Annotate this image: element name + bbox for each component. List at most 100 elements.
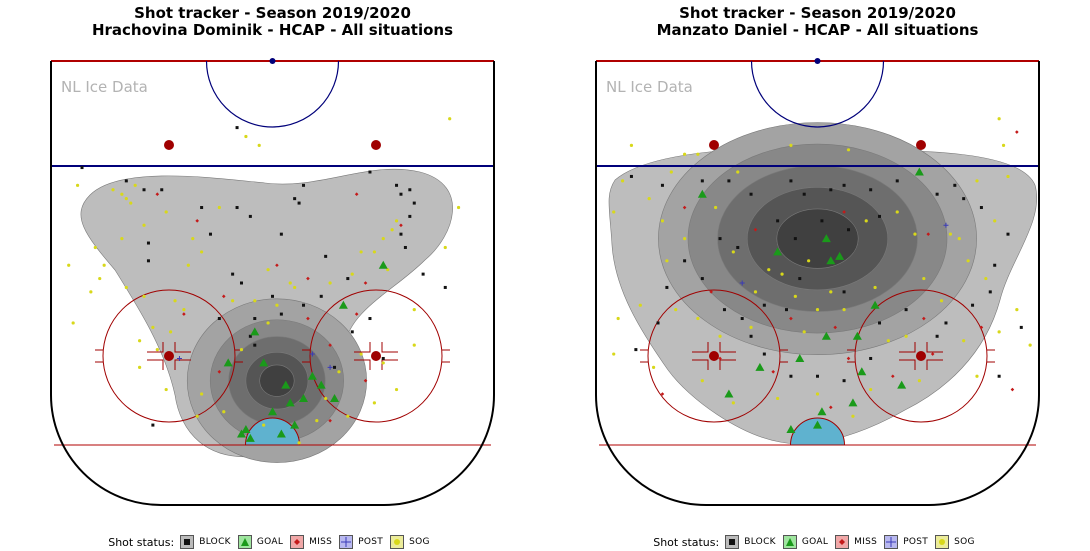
goal-marker-icon — [237, 535, 252, 549]
sog-marker — [917, 379, 921, 383]
sog-marker — [638, 303, 642, 307]
legend-label: BLOCK — [744, 537, 776, 547]
miss-marker — [771, 370, 775, 374]
miss-marker — [891, 374, 895, 379]
block-marker — [235, 206, 239, 210]
block-marker — [200, 206, 204, 210]
block-marker — [399, 232, 403, 236]
block-marker — [1019, 325, 1023, 329]
sog-marker — [412, 308, 416, 312]
block-marker — [749, 334, 753, 338]
block-marker — [997, 374, 1001, 378]
sog-marker-icon — [935, 535, 950, 549]
block-marker — [789, 374, 793, 378]
block-marker — [408, 188, 412, 192]
hash-marks — [847, 342, 995, 370]
sog-marker — [696, 152, 700, 156]
sog-marker — [1015, 308, 1019, 312]
miss-marker-icon — [835, 535, 850, 549]
goal-marker — [817, 407, 827, 416]
faceoff-dot — [164, 351, 174, 361]
miss-marker — [753, 227, 758, 232]
sog-marker — [394, 387, 399, 392]
block-marker — [297, 201, 301, 205]
sog-marker — [93, 245, 97, 250]
sog-marker — [669, 170, 673, 174]
legend-label: SOG — [409, 537, 430, 547]
legend: Shot status: BLOCK GOAL MISS POST SOG — [545, 533, 1090, 551]
legend-label: POST — [903, 537, 929, 547]
goal-marker — [290, 420, 300, 429]
faceoff-dot — [164, 140, 174, 150]
sog-marker — [793, 294, 797, 298]
goal-crease — [789, 417, 846, 446]
sog-marker — [346, 414, 350, 418]
block-marker-icon — [725, 535, 740, 549]
goal-marker — [236, 429, 246, 438]
block-marker — [993, 263, 997, 267]
legend-item-sog: SOG — [935, 535, 975, 549]
block-marker — [395, 183, 399, 187]
sog-marker — [102, 263, 106, 267]
sog-marker — [173, 299, 177, 303]
block-marker — [749, 192, 753, 196]
sog-marker — [151, 325, 155, 329]
miss-marker — [660, 392, 665, 396]
density-contours — [80, 168, 453, 463]
goal-marker — [835, 251, 845, 260]
faceoff-dot — [371, 351, 381, 361]
sog-marker — [191, 237, 195, 241]
sog-marker — [993, 219, 997, 223]
shot-tracker-panel-2: Shot tracker - Season 2019/2020 Manzato … — [545, 0, 1090, 550]
sog-marker — [239, 348, 244, 352]
sog-marker — [957, 237, 961, 241]
block-marker — [762, 352, 766, 356]
sog-marker — [731, 250, 735, 254]
chart-title: Shot tracker - Season 2019/2020 — [679, 4, 956, 22]
sog-marker — [253, 299, 257, 303]
miss-marker — [846, 356, 851, 361]
legend-label: POST — [358, 537, 384, 547]
goal-marker — [299, 393, 309, 402]
block-marker — [146, 241, 150, 245]
block-marker — [718, 237, 722, 241]
sog-marker — [753, 290, 758, 294]
sog-marker — [714, 205, 718, 210]
goal-marker — [795, 353, 805, 362]
miss-marker — [306, 276, 310, 281]
goal-marker — [307, 371, 317, 380]
legend-item-block: BLOCK — [180, 535, 231, 549]
sog-marker — [962, 339, 966, 343]
shot-markers — [612, 117, 1032, 434]
miss-marker — [217, 370, 222, 374]
block-marker — [736, 245, 740, 249]
block-marker — [700, 277, 704, 281]
goal-marker — [870, 300, 880, 309]
block-marker — [80, 166, 84, 170]
shot-tracker-panel-1: Shot tracker - Season 2019/2020 Hrachovi… — [0, 0, 545, 550]
goal-marker — [826, 256, 836, 265]
block-marker — [798, 277, 802, 281]
sog-marker — [337, 370, 341, 374]
sog-marker — [922, 276, 926, 281]
sog-marker — [975, 179, 979, 183]
sog-marker — [660, 219, 665, 223]
miss-marker — [195, 219, 199, 223]
goal-marker — [316, 380, 326, 389]
sog-marker — [315, 419, 319, 423]
legend-item-miss: MISS — [290, 535, 332, 549]
sog-marker — [1001, 143, 1006, 147]
block-marker — [979, 206, 983, 210]
sog-marker — [776, 396, 780, 401]
faceoff-dot — [709, 140, 719, 150]
legend-label: GOAL — [801, 537, 829, 547]
sog-marker — [412, 343, 416, 347]
block-marker — [869, 356, 873, 360]
sog-marker — [674, 308, 678, 312]
miss-marker — [1015, 130, 1019, 134]
sog-marker — [89, 290, 93, 294]
sog-marker — [620, 179, 625, 183]
block-marker — [350, 330, 354, 334]
sog-marker — [736, 170, 740, 174]
legend-label: MISS — [854, 537, 878, 547]
